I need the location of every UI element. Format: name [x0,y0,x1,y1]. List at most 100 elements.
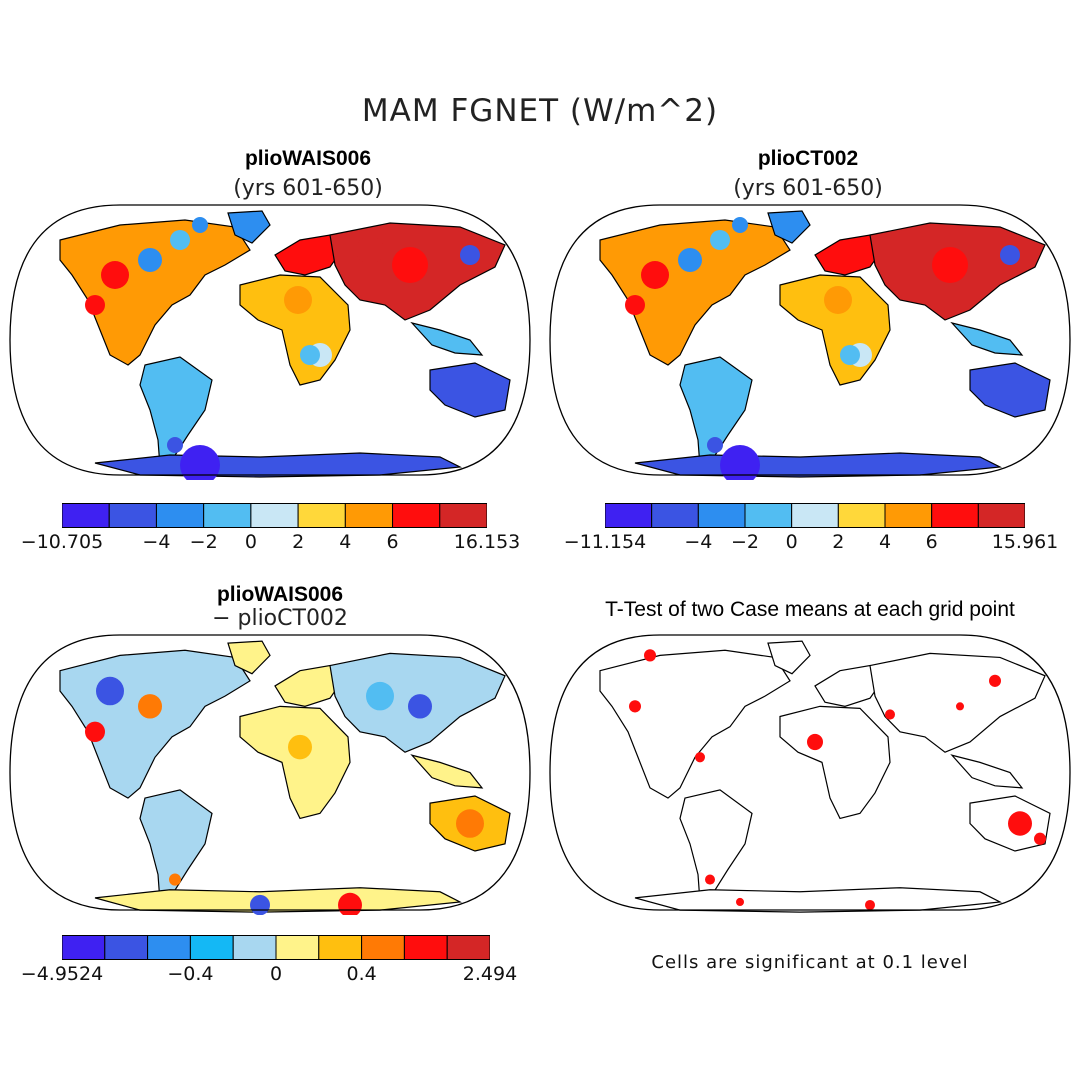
field-patch [138,248,162,272]
colorbar-tick-label: 0 [269,963,283,985]
field-patch [865,899,875,911]
field-patch [807,733,823,751]
field-patch [641,261,669,289]
colorbar-swatch [203,503,252,528]
map-frame [9,204,531,476]
field-patch [732,217,748,233]
field-patch [720,445,760,480]
land-greenland [767,640,811,675]
field-patch [96,676,124,706]
colorbar-swatch [232,935,277,960]
field-patch [885,709,895,720]
colorbar-swatch [297,503,346,528]
land-asia [869,652,1046,753]
field-patch [896,236,924,264]
colorbar-tick-label: 2.494 [462,963,518,985]
colorbar-tick-label: −2 [730,531,760,553]
colorbar-swatch [361,935,405,960]
colorbar-swatch [62,503,110,528]
colorbar-tick-label: −4 [142,531,171,553]
land-group [59,210,511,480]
colorbar-tick-label: 6 [386,531,399,553]
colorbar-tick-label: 4 [878,531,892,553]
colorbar-swatch [318,935,363,960]
colorbar-tick-label: 0.4 [346,963,377,985]
colorbar-swatch [837,503,886,528]
colorbar-tick-label: −4.9524 [20,963,104,985]
figure-title: MAM FGNET (W/m^2) [361,93,719,129]
field-patch [180,445,220,480]
field-patch [300,345,320,365]
field-patch [85,295,105,315]
colorbar-tick-label: 6 [925,531,938,553]
land-greenland [227,640,271,675]
colorbar-swatch [275,935,320,960]
field-patch [989,674,1001,687]
field-patch [169,873,181,886]
land-africa [779,705,891,820]
land-seasia [950,321,1024,356]
field-patch [138,694,162,719]
land-antarctica [94,887,463,913]
colorbar-swatch [977,503,1025,528]
map-frame [9,634,531,911]
panel3-map [9,634,531,915]
map-frame [549,204,1071,476]
colorbar-swatch [250,503,299,528]
panel1-subtitle: (yrs 601-650) [233,176,383,201]
colorbar-swatch [147,935,191,960]
field-patch [695,752,705,763]
land-group [599,210,1051,480]
land-group [599,640,1051,913]
land-seasia [950,754,1024,789]
panel1-map [9,204,531,480]
field-patch [460,245,480,265]
land-group [59,640,511,915]
field-patch [710,230,730,250]
land-australia [969,362,1051,418]
colorbar-swatch [344,503,394,528]
field-patch [250,894,270,915]
field-patch [170,230,190,250]
colorbar-swatch [403,935,448,960]
panel1-colorbar: −10.705 −4 −2 0 2 4 6 16.153 [21,503,520,553]
field-patch [366,681,394,711]
field-patch [392,247,428,283]
field-patch [192,217,208,233]
panel2-map [549,204,1071,480]
colorbar-swatch [62,935,106,960]
colorbar-tick-label: 16.153 [453,531,521,553]
colorbar-tick-label: 2 [832,531,845,553]
colorbar-tick-label: −10.705 [20,531,104,553]
land-namerica [599,219,791,366]
land-namerica [599,649,791,799]
field-patch [678,248,702,272]
colorbar-tick-label: 4 [339,531,352,553]
field-patch [284,286,312,314]
colorbar-swatch [392,503,441,528]
panel4-title: T-Test of two Case means at each grid po… [605,598,1015,621]
panel3-colorbar: −4.9524 −0.4 0 0.4 2.494 [21,935,517,985]
field-patch [1000,245,1020,265]
significance-note: Cells are significant at 0.1 level [651,952,969,973]
field-patch [932,247,968,283]
field-patch [1034,832,1046,845]
panel2-colorbar: −11.154 −4 −2 0 2 4 6 15.961 [564,503,1058,553]
colorbar-swatch [651,503,699,528]
land-seasia [410,321,484,356]
land-greenland [767,210,811,244]
colorbar-tick-label: 0 [785,531,798,553]
colorbar-tick-label: −11.154 [563,531,647,553]
panel2-title: plioCT002 [757,147,859,170]
colorbar-swatch [104,935,149,960]
colorbar-tick-label: 2 [292,531,305,553]
colorbar-swatch [931,503,979,528]
colorbar-swatch [605,503,653,528]
colorbar-swatch [155,503,205,528]
field-patch [824,286,852,314]
land-namerica [59,219,251,366]
panel1-title: plioWAIS006 [244,147,372,170]
field-patch [736,897,744,907]
field-patch [644,649,656,662]
field-patch [707,437,723,453]
